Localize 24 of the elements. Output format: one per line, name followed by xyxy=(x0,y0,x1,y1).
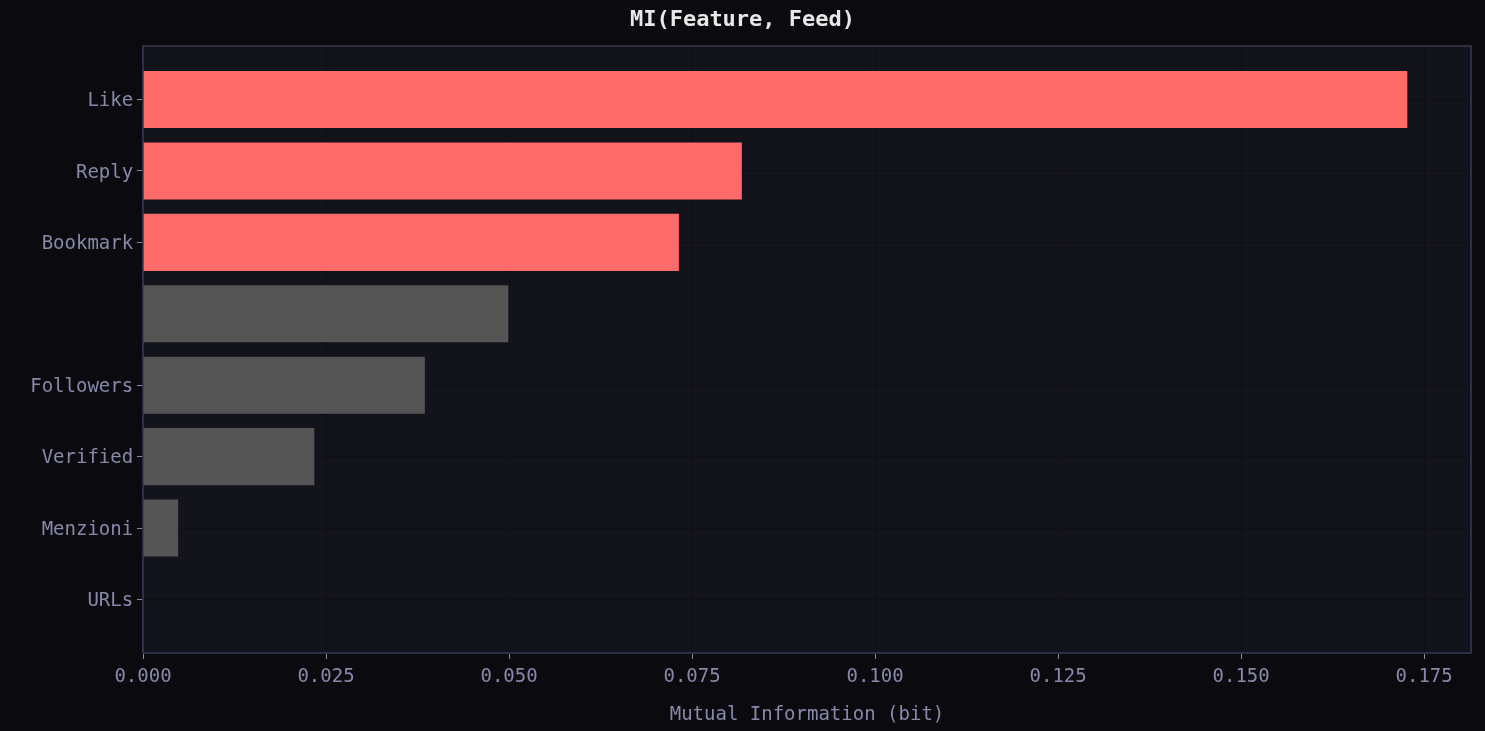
x-tick-label: 0.150 xyxy=(1212,663,1270,686)
x-tick-label: 0.100 xyxy=(846,663,904,686)
y-tick-label: URLs xyxy=(87,588,134,611)
bar xyxy=(143,285,509,343)
bar xyxy=(143,70,1408,129)
x-tick-label: 0.050 xyxy=(480,663,538,686)
y-tick-label: Menzioni xyxy=(41,516,134,539)
y-tick-label: Bookmark xyxy=(41,231,134,254)
x-tick-label: 0.075 xyxy=(663,663,721,686)
bar xyxy=(143,499,179,557)
x-axis-title: Mutual Information (bit) xyxy=(669,702,945,724)
x-tick-label: 0.000 xyxy=(114,663,172,686)
bar xyxy=(143,213,679,271)
y-tick-label: Reply xyxy=(76,159,134,182)
x-tick-label: 0.025 xyxy=(297,663,355,686)
x-tick-label: 0.175 xyxy=(1395,663,1453,686)
y-tick-label: Followers xyxy=(30,373,134,396)
chart-title: MI(Feature, Feed) xyxy=(629,6,856,32)
y-tick-label: Like xyxy=(87,88,134,111)
bar xyxy=(143,356,425,414)
y-tick-label: Verified xyxy=(41,445,134,468)
bar xyxy=(143,428,315,486)
x-tick-label: 0.125 xyxy=(1029,663,1087,686)
bar xyxy=(143,142,742,200)
